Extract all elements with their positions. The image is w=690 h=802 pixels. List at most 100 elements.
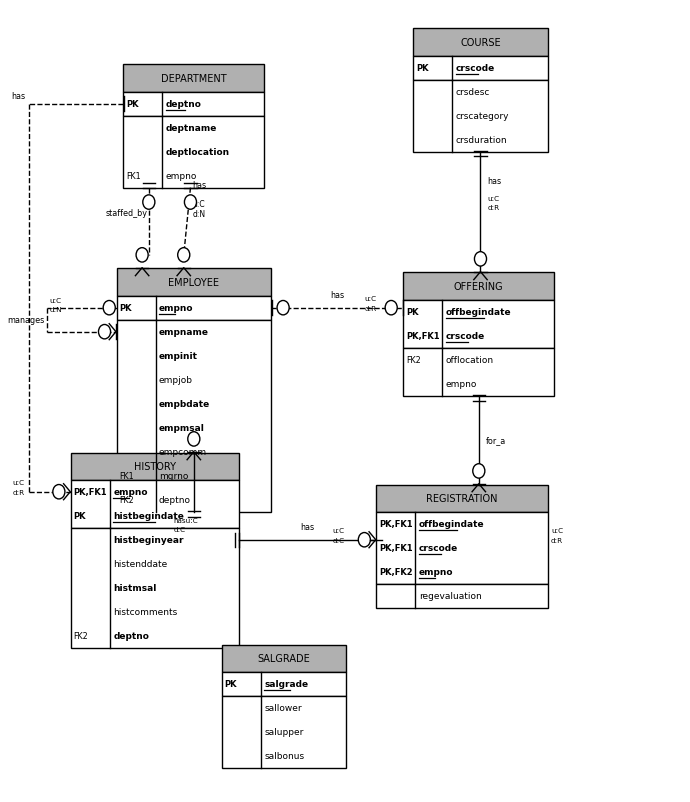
Text: empmsal: empmsal (159, 423, 205, 432)
Bar (403, 300, 554, 348)
Bar (222, 645, 346, 672)
Bar (403, 273, 554, 300)
Text: deptno: deptno (159, 496, 191, 504)
Circle shape (104, 301, 115, 315)
Text: FK2: FK2 (406, 356, 421, 365)
Text: FK2: FK2 (74, 631, 88, 641)
Bar (413, 80, 548, 152)
Text: deptname: deptname (166, 124, 217, 133)
Text: d:R: d:R (12, 489, 25, 495)
Bar (117, 296, 271, 320)
Bar (71, 453, 239, 480)
Text: salbonus: salbonus (264, 751, 304, 760)
Text: d:R: d:R (551, 537, 563, 543)
Circle shape (178, 249, 190, 263)
Bar (413, 30, 548, 56)
Text: PK: PK (126, 100, 139, 109)
Text: has: has (487, 176, 502, 185)
Circle shape (136, 249, 148, 263)
Bar (377, 485, 548, 512)
Text: empno: empno (166, 172, 197, 181)
Text: manages: manages (7, 316, 44, 325)
Text: COURSE: COURSE (460, 38, 501, 48)
Text: OFFERING: OFFERING (454, 282, 504, 292)
Text: PK,FK2: PK,FK2 (379, 568, 413, 577)
Bar (413, 56, 548, 80)
Text: histenddate: histenddate (113, 560, 168, 569)
Text: salupper: salupper (264, 727, 304, 736)
Text: has: has (301, 523, 315, 532)
Text: has: has (12, 92, 26, 101)
Text: salgrade: salgrade (264, 679, 308, 688)
Text: deptno: deptno (113, 631, 149, 641)
Text: PK,FK1: PK,FK1 (406, 332, 440, 341)
Text: histbeginyear: histbeginyear (113, 536, 184, 545)
Text: empjob: empjob (159, 375, 193, 385)
Text: for_a: for_a (486, 436, 506, 445)
Circle shape (53, 485, 65, 500)
Bar (71, 528, 239, 648)
Text: u:C: u:C (12, 480, 25, 485)
Text: empno: empno (446, 379, 477, 389)
Circle shape (473, 464, 485, 479)
Text: mgrno: mgrno (159, 472, 188, 480)
Text: u:C: u:C (487, 196, 500, 201)
Bar (124, 92, 264, 116)
Circle shape (475, 253, 486, 267)
Text: histbegindate: histbegindate (113, 512, 184, 520)
Text: PK,FK1: PK,FK1 (74, 488, 107, 496)
Bar (124, 65, 264, 92)
Text: u:C: u:C (364, 296, 377, 302)
Text: FK1: FK1 (126, 172, 141, 181)
Circle shape (143, 196, 155, 210)
Circle shape (184, 196, 197, 210)
Text: crscode: crscode (419, 544, 458, 553)
Text: crsduration: crsduration (455, 136, 507, 145)
Text: regevaluation: regevaluation (419, 592, 482, 601)
Text: d:N: d:N (193, 209, 206, 218)
Text: EMPLOYEE: EMPLOYEE (168, 277, 219, 288)
Circle shape (385, 301, 397, 315)
Bar (117, 269, 271, 296)
Text: FK2: FK2 (119, 496, 134, 504)
Text: DEPARTMENT: DEPARTMENT (161, 74, 226, 84)
Text: u:C: u:C (333, 528, 345, 533)
Bar (377, 512, 548, 584)
Text: PK: PK (225, 679, 237, 688)
Text: offbegindate: offbegindate (446, 308, 511, 317)
Text: sallower: sallower (264, 703, 302, 712)
Text: PK: PK (74, 512, 86, 520)
Text: FK1: FK1 (119, 472, 134, 480)
Text: REGISTRATION: REGISTRATION (426, 493, 497, 504)
Text: has: has (193, 180, 206, 189)
Text: deptno: deptno (166, 100, 201, 109)
Text: d:R: d:R (487, 205, 500, 211)
Text: crscode: crscode (455, 64, 495, 73)
Text: crsdesc: crsdesc (455, 88, 490, 97)
Text: PK: PK (416, 64, 428, 73)
Bar (222, 696, 346, 768)
Circle shape (188, 432, 200, 447)
Text: empno: empno (159, 304, 193, 313)
Text: offbegindate: offbegindate (419, 520, 484, 529)
Text: empno: empno (419, 568, 453, 577)
Text: d:R: d:R (364, 306, 377, 311)
Text: empname: empname (159, 328, 209, 337)
Text: PK,FK1: PK,FK1 (379, 520, 413, 529)
Text: HISTORY: HISTORY (134, 461, 176, 472)
Bar (117, 320, 271, 512)
Text: crscategory: crscategory (455, 112, 509, 121)
Text: d:C: d:C (333, 537, 345, 543)
Text: u:C: u:C (50, 298, 61, 303)
Text: PK,FK1: PK,FK1 (379, 544, 413, 553)
Text: PK: PK (406, 308, 418, 317)
Text: SALGRADE: SALGRADE (258, 654, 310, 663)
Bar (222, 672, 346, 696)
Text: deptlocation: deptlocation (166, 148, 230, 157)
Text: u:C: u:C (193, 200, 205, 209)
Circle shape (358, 533, 371, 547)
Text: empbdate: empbdate (159, 399, 210, 409)
Text: u:C: u:C (551, 528, 563, 533)
Text: histcomments: histcomments (113, 607, 177, 617)
Circle shape (99, 325, 110, 339)
